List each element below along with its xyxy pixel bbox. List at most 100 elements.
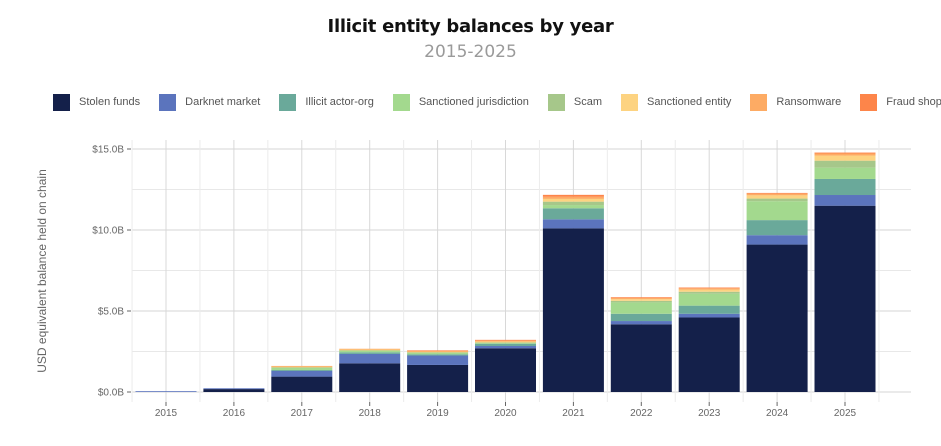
legend-item[interactable]: Sanctioned entity <box>621 93 731 111</box>
bar-segment-illicit-actor-org-2017[interactable] <box>271 369 333 371</box>
bar-segment-darknet-market-2025[interactable] <box>814 195 876 206</box>
x-tick-label: 2019 <box>426 408 449 419</box>
bar-segment-darknet-market-2020[interactable] <box>475 345 536 349</box>
bar-segment-sanctioned-entity-2025[interactable] <box>814 155 876 161</box>
bar-segment-darknet-market-2023[interactable] <box>678 313 740 318</box>
bar-segment-fraud-shop-2022[interactable] <box>610 297 672 299</box>
bar-segment-sanctioned-entity-2022[interactable] <box>610 299 672 301</box>
bar-segment-scam-2021[interactable] <box>542 201 604 206</box>
bar-segment-illicit-actor-org-2018[interactable] <box>339 352 401 354</box>
bar-segment-darknet-market-2018[interactable] <box>339 353 401 364</box>
x-tick-label: 2025 <box>834 408 857 419</box>
bar-segment-sanctioned-jurisdiction-2017[interactable] <box>271 368 333 370</box>
bar-segment-sanctioned-jurisdiction-2024[interactable] <box>746 201 808 221</box>
bar-segment-ransomware-2021[interactable] <box>542 196 604 199</box>
bar-segment-sanctioned-entity-2018[interactable] <box>339 349 401 351</box>
bar-segment-sanctioned-entity-2020[interactable] <box>475 341 536 343</box>
bar-segment-sanctioned-jurisdiction-2025[interactable] <box>814 167 876 179</box>
bar-segment-illicit-actor-org-2020[interactable] <box>475 343 536 346</box>
legend-item[interactable]: Darknet market <box>159 93 261 111</box>
bar-segment-ransomware-2025[interactable] <box>814 153 876 156</box>
bar-segment-scam-2022[interactable] <box>610 300 672 303</box>
legend-label: Illicit actor-org <box>305 96 374 108</box>
bar-segment-darknet-market-2022[interactable] <box>610 321 672 325</box>
bar-segment-ransomware-2017[interactable] <box>271 365 333 367</box>
bar-segment-sanctioned-entity-2019[interactable] <box>407 351 469 353</box>
bar-stack-2025 <box>814 152 876 392</box>
bar-segment-ransomware-2024[interactable] <box>746 193 808 196</box>
bar-segment-illicit-actor-org-2019[interactable] <box>407 354 469 356</box>
bar-segment-scam-2017[interactable] <box>271 367 333 369</box>
bar-segment-stolen-funds-2016[interactable] <box>203 389 265 392</box>
bar-segment-illicit-actor-org-2023[interactable] <box>678 305 740 314</box>
bar-stack-2015 <box>135 391 197 392</box>
bar-segment-stolen-funds-2022[interactable] <box>610 324 672 392</box>
bar-stack-2023 <box>678 287 740 392</box>
bar-segment-scam-2020[interactable] <box>475 342 536 343</box>
bar-stack-2019 <box>407 350 469 392</box>
bar-segment-fraud-shop-2023[interactable] <box>678 287 740 289</box>
bar-segment-stolen-funds-2018[interactable] <box>339 363 401 392</box>
bar-segment-fraud-shop-2019[interactable] <box>407 350 469 352</box>
bar-segment-ransomware-2023[interactable] <box>678 288 740 290</box>
x-tick-label: 2023 <box>698 408 721 419</box>
bar-segment-illicit-actor-org-2021[interactable] <box>542 208 604 220</box>
bar-segment-stolen-funds-2020[interactable] <box>475 348 536 392</box>
bar-segment-stolen-funds-2024[interactable] <box>746 244 808 392</box>
bar-segment-scam-2025[interactable] <box>814 160 876 168</box>
bar-segment-sanctioned-entity-2021[interactable] <box>542 198 604 202</box>
bar-segment-ransomware-2020[interactable] <box>475 340 536 342</box>
bar-segment-fraud-shop-2024[interactable] <box>746 192 808 194</box>
bar-segment-ransomware-2022[interactable] <box>610 298 672 300</box>
bar-segment-darknet-market-2024[interactable] <box>746 235 808 245</box>
bar-segment-stolen-funds-2025[interactable] <box>814 205 876 392</box>
legend-swatch <box>159 93 177 111</box>
legend-label: Darknet market <box>185 96 261 108</box>
bar-segment-sanctioned-jurisdiction-2022[interactable] <box>610 302 672 314</box>
y-tick-label: $0.0B <box>98 388 124 399</box>
bar-segment-sanctioned-jurisdiction-2020[interactable] <box>475 342 536 344</box>
bar-segment-sanctioned-jurisdiction-2019[interactable] <box>407 352 469 355</box>
bar-segment-scam-2019[interactable] <box>407 352 469 353</box>
bar-segment-sanctioned-jurisdiction-2021[interactable] <box>542 205 604 209</box>
legend-item[interactable]: Scam <box>547 93 602 111</box>
legend-label: Stolen funds <box>79 96 141 108</box>
bar-segment-stolen-funds-2023[interactable] <box>678 317 740 392</box>
legend-swatch <box>53 93 70 111</box>
legend-item[interactable]: Fraud shop <box>860 93 941 111</box>
bar-segment-scam-2024[interactable] <box>746 198 808 202</box>
bar-segment-darknet-market-2019[interactable] <box>407 355 469 365</box>
legend-item[interactable]: Stolen funds <box>53 93 141 111</box>
bar-segment-sanctioned-entity-2024[interactable] <box>746 195 808 199</box>
bar-segment-darknet-market-2021[interactable] <box>542 219 604 229</box>
bar-segment-illicit-actor-org-2024[interactable] <box>746 220 808 236</box>
bar-segment-scam-2018[interactable] <box>339 350 401 352</box>
x-tick-label: 2022 <box>630 408 653 419</box>
bar-segment-stolen-funds-2017[interactable] <box>271 376 333 392</box>
bar-segment-stolen-funds-2019[interactable] <box>407 364 469 392</box>
bar-segment-darknet-market-2016[interactable] <box>203 388 265 390</box>
bar-segment-fraud-shop-2020[interactable] <box>475 339 536 341</box>
bar-segment-ransomware-2018[interactable] <box>339 348 401 350</box>
y-tick-label: $5.0B <box>98 307 124 318</box>
bar-segment-sanctioned-jurisdiction-2018[interactable] <box>339 351 401 353</box>
bar-segment-stolen-funds-2021[interactable] <box>542 228 604 392</box>
y-axis-title: USD equivalent balance held on chain <box>35 169 49 372</box>
bar-segment-sanctioned-jurisdiction-2023[interactable] <box>678 293 740 306</box>
bar-stack-2021 <box>542 194 604 392</box>
bar-segment-darknet-market-2015[interactable] <box>135 391 197 392</box>
legend-item[interactable]: Ransomware <box>750 93 841 111</box>
bar-segment-sanctioned-entity-2023[interactable] <box>678 289 740 292</box>
legend-swatch <box>392 93 410 111</box>
bar-segment-fraud-shop-2025[interactable] <box>814 152 876 154</box>
bar-segment-sanctioned-entity-2017[interactable] <box>271 366 333 368</box>
bar-segment-darknet-market-2017[interactable] <box>271 370 333 377</box>
legend-item[interactable]: Illicit actor-org <box>279 93 374 111</box>
bar-segment-illicit-actor-org-2025[interactable] <box>814 178 876 196</box>
bar-segment-ransomware-2019[interactable] <box>407 350 469 352</box>
bar-segment-scam-2023[interactable] <box>678 291 740 294</box>
chart-title: Illicit entity balances by year <box>327 16 614 37</box>
bar-segment-illicit-actor-org-2022[interactable] <box>610 313 672 322</box>
bar-segment-fraud-shop-2021[interactable] <box>542 194 604 197</box>
legend-item[interactable]: Sanctioned jurisdiction <box>392 93 529 111</box>
